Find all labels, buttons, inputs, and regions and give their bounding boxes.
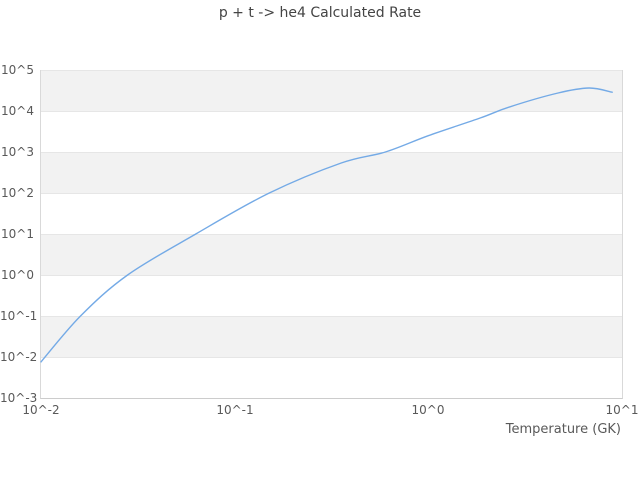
rate-curve-svg bbox=[40, 87, 613, 363]
gridline bbox=[41, 316, 622, 317]
gridline bbox=[41, 193, 622, 194]
gridline bbox=[41, 275, 622, 276]
alt-band bbox=[41, 316, 622, 357]
y-tick-label: 10^3 bbox=[1, 145, 34, 159]
y-tick-label: 10^-2 bbox=[0, 350, 38, 364]
gridline bbox=[41, 111, 622, 112]
gridline bbox=[41, 152, 622, 153]
gridline bbox=[41, 357, 622, 358]
y-tick-label: 10^5 bbox=[1, 63, 34, 77]
alt-band bbox=[41, 152, 622, 193]
x-tick-label: 10^0 bbox=[411, 403, 445, 417]
y-tick-label: 10^0 bbox=[1, 268, 34, 282]
x-tick-label: 10^-2 bbox=[22, 403, 60, 417]
chart-title: p + t -> he4 Calculated Rate bbox=[218, 5, 422, 21]
x-axis-title: Temperature (GK) bbox=[505, 422, 621, 437]
plot-area bbox=[40, 70, 623, 399]
y-tick-label: 10^1 bbox=[1, 227, 34, 241]
gridline bbox=[41, 234, 622, 235]
y-tick-label: 10^-3 bbox=[0, 391, 38, 405]
y-tick-label: 10^-1 bbox=[0, 309, 38, 323]
alt-band bbox=[41, 70, 622, 111]
x-tick-label: 10^-1 bbox=[216, 403, 254, 417]
rate-curve-path bbox=[40, 87, 613, 363]
y-tick-label: 10^4 bbox=[1, 104, 34, 118]
x-tick-label: 10^1 bbox=[605, 403, 639, 417]
y-tick-label: 10^2 bbox=[1, 186, 34, 200]
gridline bbox=[41, 70, 622, 71]
